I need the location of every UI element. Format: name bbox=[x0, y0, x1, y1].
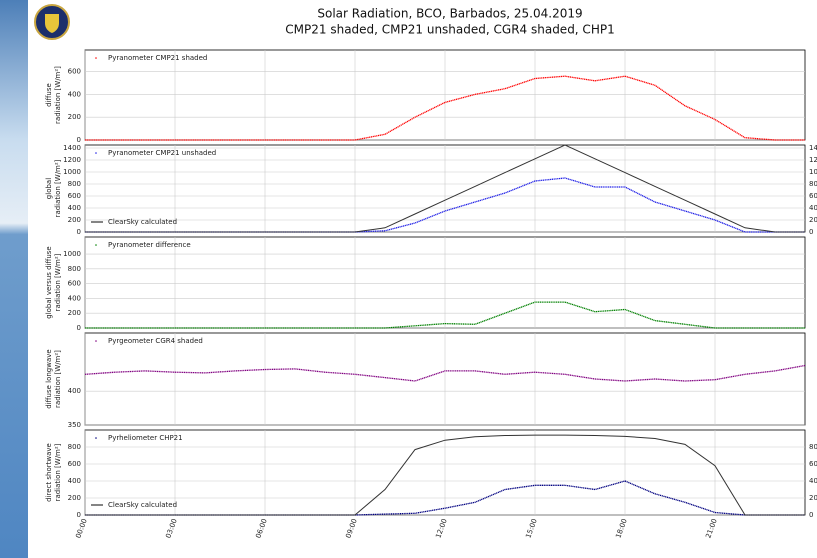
y-tick-label: 400 bbox=[68, 294, 81, 302]
legend-label: Pyranometer CMP21 shaded bbox=[108, 54, 207, 62]
y2-tick-label: 200 bbox=[809, 494, 817, 502]
y2-tick-label: 600 bbox=[809, 192, 817, 200]
y-tick-label: 400 bbox=[68, 387, 81, 395]
legend-label: Pyrheliometer CHP21 bbox=[108, 434, 183, 442]
legend-marker bbox=[95, 340, 97, 342]
legend-marker bbox=[95, 244, 97, 246]
legend-marker bbox=[95, 57, 97, 59]
y-tick-label: 400 bbox=[68, 90, 81, 98]
y2-tick-label: 800 bbox=[809, 180, 817, 188]
y-tick-label: 800 bbox=[68, 265, 81, 273]
y-tick-label: 200 bbox=[68, 494, 81, 502]
y-tick-label: 1000 bbox=[63, 250, 81, 258]
y2-tick-label: 600 bbox=[809, 460, 817, 468]
y-tick-label: 0 bbox=[77, 136, 81, 144]
legend-label: Pyranometer CMP21 unshaded bbox=[108, 149, 216, 157]
y2-tick-label: 0 bbox=[809, 228, 813, 236]
legend-label: ClearSky calculated bbox=[108, 218, 177, 226]
y2-tick-label: 400 bbox=[809, 204, 817, 212]
y-tick-label: 200 bbox=[68, 113, 81, 121]
legend-label: Pyranometer difference bbox=[108, 241, 191, 249]
y-axis-label: global versus diffuse bbox=[45, 246, 53, 318]
y-axis-label: direct shortwave bbox=[45, 443, 53, 502]
y-tick-label: 600 bbox=[68, 280, 81, 288]
legend-marker bbox=[95, 437, 97, 439]
legend-label: Pyrgeometer CGR4 shaded bbox=[108, 337, 203, 345]
y-axis-label: radiation [W/m²] bbox=[54, 350, 62, 408]
y-tick-label: 1400 bbox=[63, 144, 81, 152]
y-tick-label: 350 bbox=[68, 421, 81, 429]
y2-tick-label: 1400 bbox=[809, 144, 817, 152]
y-tick-label: 0 bbox=[77, 228, 81, 236]
y-tick-label: 200 bbox=[68, 309, 81, 317]
y2-tick-label: 1000 bbox=[809, 168, 817, 176]
y-axis-label: diffuse bbox=[45, 83, 53, 107]
title: Solar Radiation, BCO, Barbados, 25.04.20… bbox=[317, 7, 582, 21]
y-tick-label: 200 bbox=[68, 216, 81, 224]
series-line bbox=[85, 75, 805, 141]
y-tick-label: 0 bbox=[77, 324, 81, 332]
series-line bbox=[85, 301, 805, 329]
y2-tick-label: 1200 bbox=[809, 156, 817, 164]
y-axis-label: radiation [W/m²] bbox=[54, 159, 62, 217]
series-line bbox=[84, 364, 806, 382]
y-tick-label: 600 bbox=[68, 68, 81, 76]
y-tick-label: 400 bbox=[68, 204, 81, 212]
y-tick-label: 600 bbox=[68, 192, 81, 200]
y2-tick-label: 400 bbox=[809, 477, 817, 485]
series-line bbox=[85, 144, 805, 233]
y2-tick-label: 200 bbox=[809, 216, 817, 224]
background-strip bbox=[0, 0, 28, 558]
y-tick-label: 400 bbox=[68, 477, 81, 485]
y-axis-label: radiation [W/m²] bbox=[54, 253, 62, 311]
y-tick-label: 800 bbox=[68, 443, 81, 451]
y2-tick-label: 800 bbox=[809, 443, 817, 451]
y-tick-label: 1200 bbox=[63, 156, 81, 164]
subtitle: CMP21 shaded, CMP21 unshaded, CGR4 shade… bbox=[285, 23, 614, 37]
y2-tick-label: 0 bbox=[809, 511, 813, 519]
y-axis-label: global bbox=[45, 178, 53, 199]
legend-label: ClearSky calculated bbox=[108, 501, 177, 509]
y-tick-label: 0 bbox=[77, 511, 81, 519]
y-tick-label: 800 bbox=[68, 180, 81, 188]
y-axis-label: radiation [W/m²] bbox=[54, 443, 62, 501]
y-tick-label: 1000 bbox=[63, 168, 81, 176]
legend-marker bbox=[95, 152, 97, 154]
y-axis-label: diffuse longwave bbox=[45, 349, 53, 408]
series-line bbox=[85, 434, 805, 516]
y-axis-label: radiation [W/m²] bbox=[54, 66, 62, 124]
logo-shield bbox=[45, 14, 59, 33]
y-tick-label: 600 bbox=[68, 460, 81, 468]
